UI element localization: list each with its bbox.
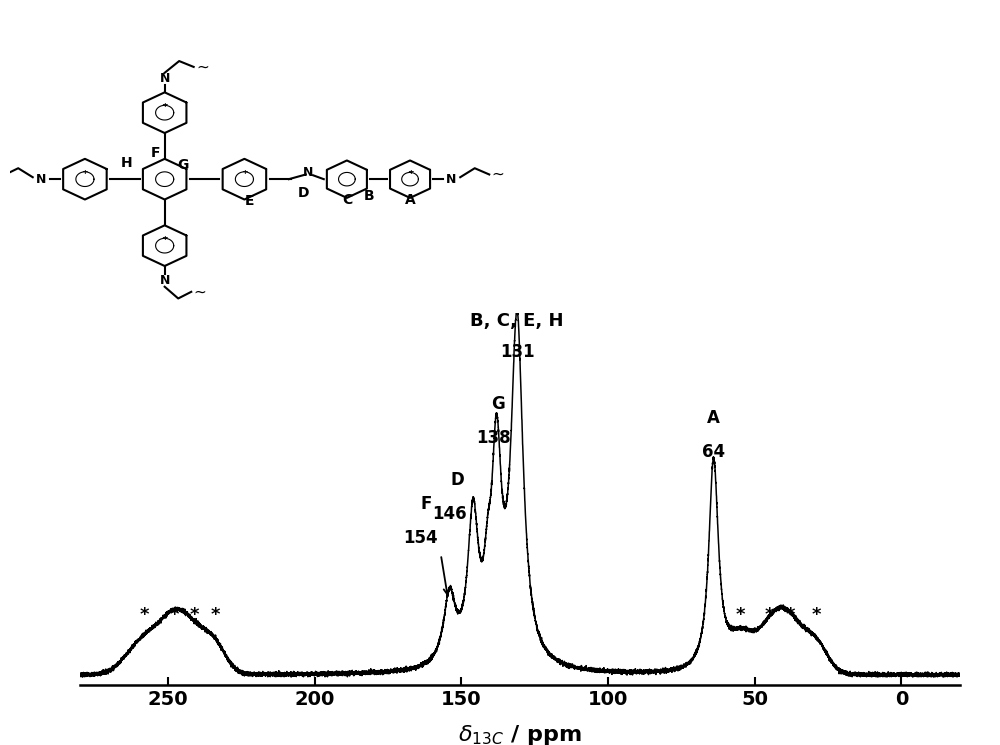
Text: A: A — [405, 193, 415, 207]
Text: N: N — [303, 165, 313, 179]
Text: *: * — [190, 606, 199, 624]
Text: B, C, E, H: B, C, E, H — [470, 312, 564, 330]
Text: ~: ~ — [491, 167, 504, 182]
Text: 146: 146 — [433, 505, 467, 523]
Text: *: * — [735, 606, 745, 624]
Text: D: D — [298, 186, 309, 200]
Text: *: * — [169, 606, 179, 624]
Text: F: F — [150, 146, 160, 160]
Text: *: * — [785, 606, 795, 624]
Text: *: * — [765, 606, 774, 624]
Text: F: F — [421, 495, 432, 513]
Text: ⁺: ⁺ — [407, 168, 413, 180]
Text: 131: 131 — [500, 343, 534, 361]
X-axis label: $\delta_{13C}$ / ppm: $\delta_{13C}$ / ppm — [458, 723, 582, 745]
Text: ⁺: ⁺ — [82, 168, 88, 180]
Text: H: H — [121, 156, 132, 171]
Text: D: D — [451, 471, 464, 489]
Text: N: N — [36, 173, 47, 186]
Text: G: G — [491, 395, 504, 413]
Text: C: C — [342, 193, 352, 207]
Text: ⁺: ⁺ — [241, 168, 248, 180]
Text: ~: ~ — [194, 285, 206, 299]
Text: 138: 138 — [476, 429, 511, 448]
Text: ⁺: ⁺ — [161, 234, 168, 247]
Text: E: E — [244, 194, 254, 209]
Text: 154: 154 — [403, 530, 438, 548]
Text: N: N — [446, 173, 457, 186]
Text: 64: 64 — [702, 443, 725, 461]
Text: A: A — [707, 409, 720, 427]
Text: N: N — [159, 274, 170, 288]
Text: *: * — [210, 606, 220, 624]
Text: G: G — [177, 159, 188, 172]
Text: N: N — [159, 72, 170, 85]
Text: ⁺: ⁺ — [161, 101, 168, 114]
Text: *: * — [812, 606, 821, 624]
Text: B: B — [363, 188, 374, 203]
Text: *: * — [140, 606, 149, 624]
Text: ~: ~ — [196, 60, 209, 74]
